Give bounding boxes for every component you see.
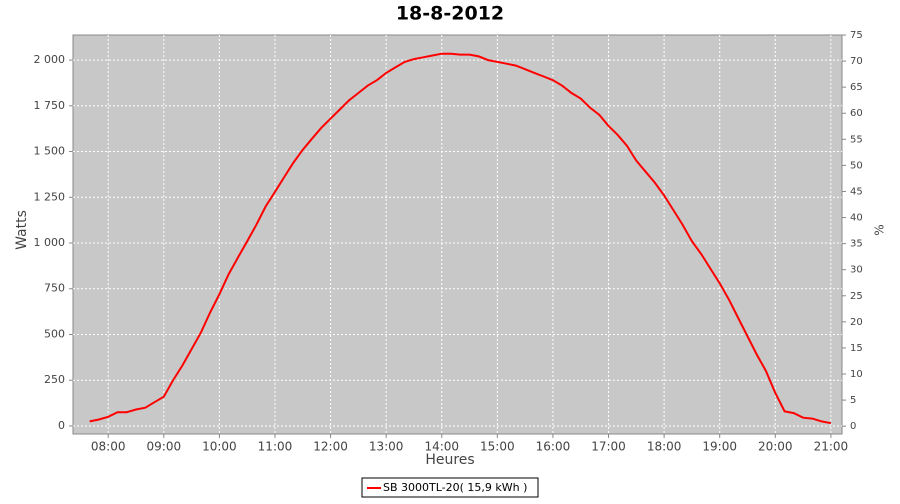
y2-tick-label: 10 bbox=[850, 369, 863, 380]
y-tick-label: 500 bbox=[44, 327, 65, 340]
y-tick-label: 1 250 bbox=[34, 190, 66, 203]
y-tick-label: 2 000 bbox=[34, 53, 66, 66]
y2-tick-label: 15 bbox=[850, 343, 863, 354]
x-tick-label: 21:00 bbox=[814, 440, 849, 454]
x-axis-label: Heures bbox=[425, 452, 474, 468]
legend-label: SB 3000TL-20( 15,9 kWh ) bbox=[383, 481, 527, 494]
x-tick-label: 15:00 bbox=[480, 440, 515, 454]
y2-tick-label: 25 bbox=[850, 291, 863, 302]
x-tick-label: 12:00 bbox=[313, 440, 348, 454]
y2-tick-label: 40 bbox=[850, 213, 863, 224]
x-tick-label: 20:00 bbox=[758, 440, 793, 454]
y2-tick-label: 50 bbox=[850, 160, 863, 171]
y-tick-label: 0 bbox=[58, 419, 65, 432]
y2-tick-label: 55 bbox=[850, 134, 863, 145]
y2-tick-label: 20 bbox=[850, 317, 863, 328]
x-tick-label: 11:00 bbox=[258, 440, 293, 454]
x-tick-label: 16:00 bbox=[536, 440, 571, 454]
plot-area bbox=[72, 34, 843, 435]
y2-tick-label: 60 bbox=[850, 108, 863, 119]
x-tick-label: 13:00 bbox=[369, 440, 404, 454]
y2-tick-label: 0 bbox=[850, 421, 856, 432]
y-axis-label: Watts bbox=[14, 210, 30, 250]
y-tick-label: 1 750 bbox=[34, 99, 66, 112]
y2-axis-label: % bbox=[873, 224, 887, 235]
x-tick-label: 17:00 bbox=[591, 440, 626, 454]
x-tick-label: 08:00 bbox=[91, 440, 126, 454]
legend-box bbox=[361, 477, 539, 498]
y2-tick-label: 30 bbox=[850, 265, 863, 276]
y-tick-label: 1 000 bbox=[34, 236, 66, 249]
y-tick-label: 250 bbox=[44, 373, 65, 386]
y2-tick-label: 35 bbox=[850, 239, 863, 250]
y-tick-label: 750 bbox=[44, 282, 65, 295]
chart-title: 18-8-2012 bbox=[396, 3, 504, 25]
y2-tick-label: 75 bbox=[850, 30, 863, 41]
y2-tick-label: 70 bbox=[850, 56, 863, 67]
series-line bbox=[89, 52, 832, 425]
x-tick-label: 10:00 bbox=[202, 440, 237, 454]
x-tick-label: 19:00 bbox=[702, 440, 737, 454]
y-tick-label: 1 500 bbox=[34, 145, 66, 158]
y2-tick-label: 65 bbox=[850, 82, 863, 93]
x-tick-label: 09:00 bbox=[147, 440, 182, 454]
x-tick-label: 14:00 bbox=[424, 440, 459, 454]
y2-tick-label: 5 bbox=[850, 395, 856, 406]
y2-tick-label: 45 bbox=[850, 186, 863, 197]
x-tick-label: 18:00 bbox=[647, 440, 682, 454]
